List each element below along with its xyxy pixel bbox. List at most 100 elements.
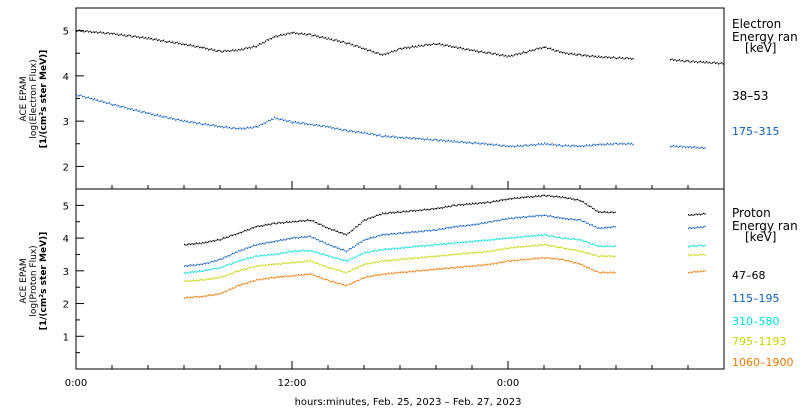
proton-point bbox=[289, 221, 291, 223]
electron-point bbox=[164, 115, 166, 118]
proton-point bbox=[449, 243, 451, 245]
proton-point bbox=[692, 271, 694, 273]
proton-point bbox=[599, 211, 601, 213]
electron-point bbox=[377, 134, 379, 136]
proton-point bbox=[586, 266, 588, 269]
proton-point bbox=[484, 250, 486, 252]
proton-point bbox=[379, 235, 381, 237]
electron-point bbox=[515, 53, 517, 55]
electron-point bbox=[437, 140, 439, 142]
electron-point bbox=[245, 47, 247, 49]
proton-point bbox=[253, 227, 255, 229]
electron-point bbox=[245, 127, 247, 129]
electron-point bbox=[514, 54, 516, 56]
proton-point bbox=[394, 272, 396, 274]
proton-point bbox=[695, 213, 697, 215]
electron-point bbox=[625, 57, 627, 59]
proton-point bbox=[266, 224, 268, 226]
proton-point bbox=[388, 248, 390, 250]
electron-point bbox=[511, 146, 513, 148]
proton-point bbox=[575, 199, 577, 201]
proton-point bbox=[274, 222, 276, 224]
proton-point bbox=[590, 206, 592, 208]
proton-point bbox=[331, 229, 333, 231]
proton-point bbox=[500, 248, 502, 250]
proton-point bbox=[500, 219, 502, 221]
proton-point bbox=[608, 255, 610, 257]
electron-point bbox=[178, 43, 180, 45]
electron-point bbox=[205, 123, 207, 125]
proton-point bbox=[605, 271, 607, 273]
electron-point bbox=[385, 135, 387, 137]
proton-point bbox=[301, 236, 303, 238]
proton-point bbox=[446, 255, 448, 257]
proton-point bbox=[506, 247, 508, 250]
proton-point bbox=[341, 270, 343, 272]
electron-point bbox=[190, 44, 192, 46]
electron-point bbox=[449, 140, 451, 143]
proton-point bbox=[613, 212, 615, 214]
electron-point bbox=[382, 136, 384, 138]
proton-point bbox=[208, 278, 210, 281]
electron-point bbox=[139, 37, 141, 39]
proton-point bbox=[574, 249, 576, 251]
electron-point bbox=[187, 120, 189, 122]
electron-point bbox=[418, 44, 420, 46]
proton-point bbox=[263, 264, 265, 267]
proton-point bbox=[289, 262, 291, 264]
x-tick-label-0: 0:00 bbox=[65, 378, 87, 389]
electron-point bbox=[262, 41, 264, 44]
proton-point bbox=[389, 259, 391, 261]
electron-point bbox=[76, 30, 78, 32]
proton-point bbox=[188, 280, 190, 282]
electron-point bbox=[319, 36, 321, 39]
electron-point bbox=[566, 145, 568, 147]
proton-point bbox=[296, 274, 298, 276]
electron-point bbox=[505, 145, 507, 148]
proton-point bbox=[455, 205, 457, 207]
electron-point bbox=[85, 30, 87, 32]
electron-point bbox=[86, 96, 88, 99]
electron-point bbox=[676, 60, 678, 62]
proton-point bbox=[602, 245, 604, 247]
electron-point bbox=[544, 46, 546, 48]
proton-point bbox=[505, 218, 507, 220]
proton-point bbox=[428, 229, 430, 231]
proton-point bbox=[511, 217, 513, 219]
electron-ytick-label-3: 3 bbox=[63, 117, 69, 128]
electron-ytick-label-2: 2 bbox=[63, 162, 69, 173]
proton-point bbox=[373, 216, 375, 218]
proton-point bbox=[538, 244, 540, 246]
electron-point bbox=[574, 53, 576, 55]
proton-point bbox=[698, 213, 700, 215]
electron-point bbox=[106, 32, 108, 34]
electron-point bbox=[361, 131, 363, 133]
electron-point bbox=[296, 122, 298, 124]
proton-point bbox=[517, 260, 519, 262]
electron-point bbox=[440, 44, 442, 46]
proton-point bbox=[520, 217, 522, 219]
proton-point bbox=[695, 227, 697, 229]
proton-point bbox=[260, 243, 262, 245]
proton-point bbox=[325, 242, 327, 244]
electron-point bbox=[470, 142, 472, 144]
proton-point bbox=[184, 243, 186, 246]
electron-point bbox=[670, 59, 672, 61]
proton-point bbox=[221, 238, 223, 240]
proton-point bbox=[394, 232, 396, 235]
proton-point bbox=[509, 236, 511, 239]
proton-point bbox=[590, 243, 592, 245]
proton-point bbox=[311, 273, 313, 275]
electron-point bbox=[349, 130, 351, 132]
proton-point bbox=[610, 255, 612, 258]
proton-point bbox=[361, 241, 363, 243]
electron-point bbox=[694, 61, 696, 63]
proton-point bbox=[572, 198, 574, 200]
proton-point bbox=[323, 253, 325, 255]
proton-point bbox=[574, 262, 576, 264]
proton-point bbox=[551, 195, 553, 197]
electron-point bbox=[331, 38, 333, 40]
proton-point bbox=[487, 264, 489, 266]
proton-point bbox=[329, 255, 331, 257]
proton-point bbox=[409, 246, 411, 248]
